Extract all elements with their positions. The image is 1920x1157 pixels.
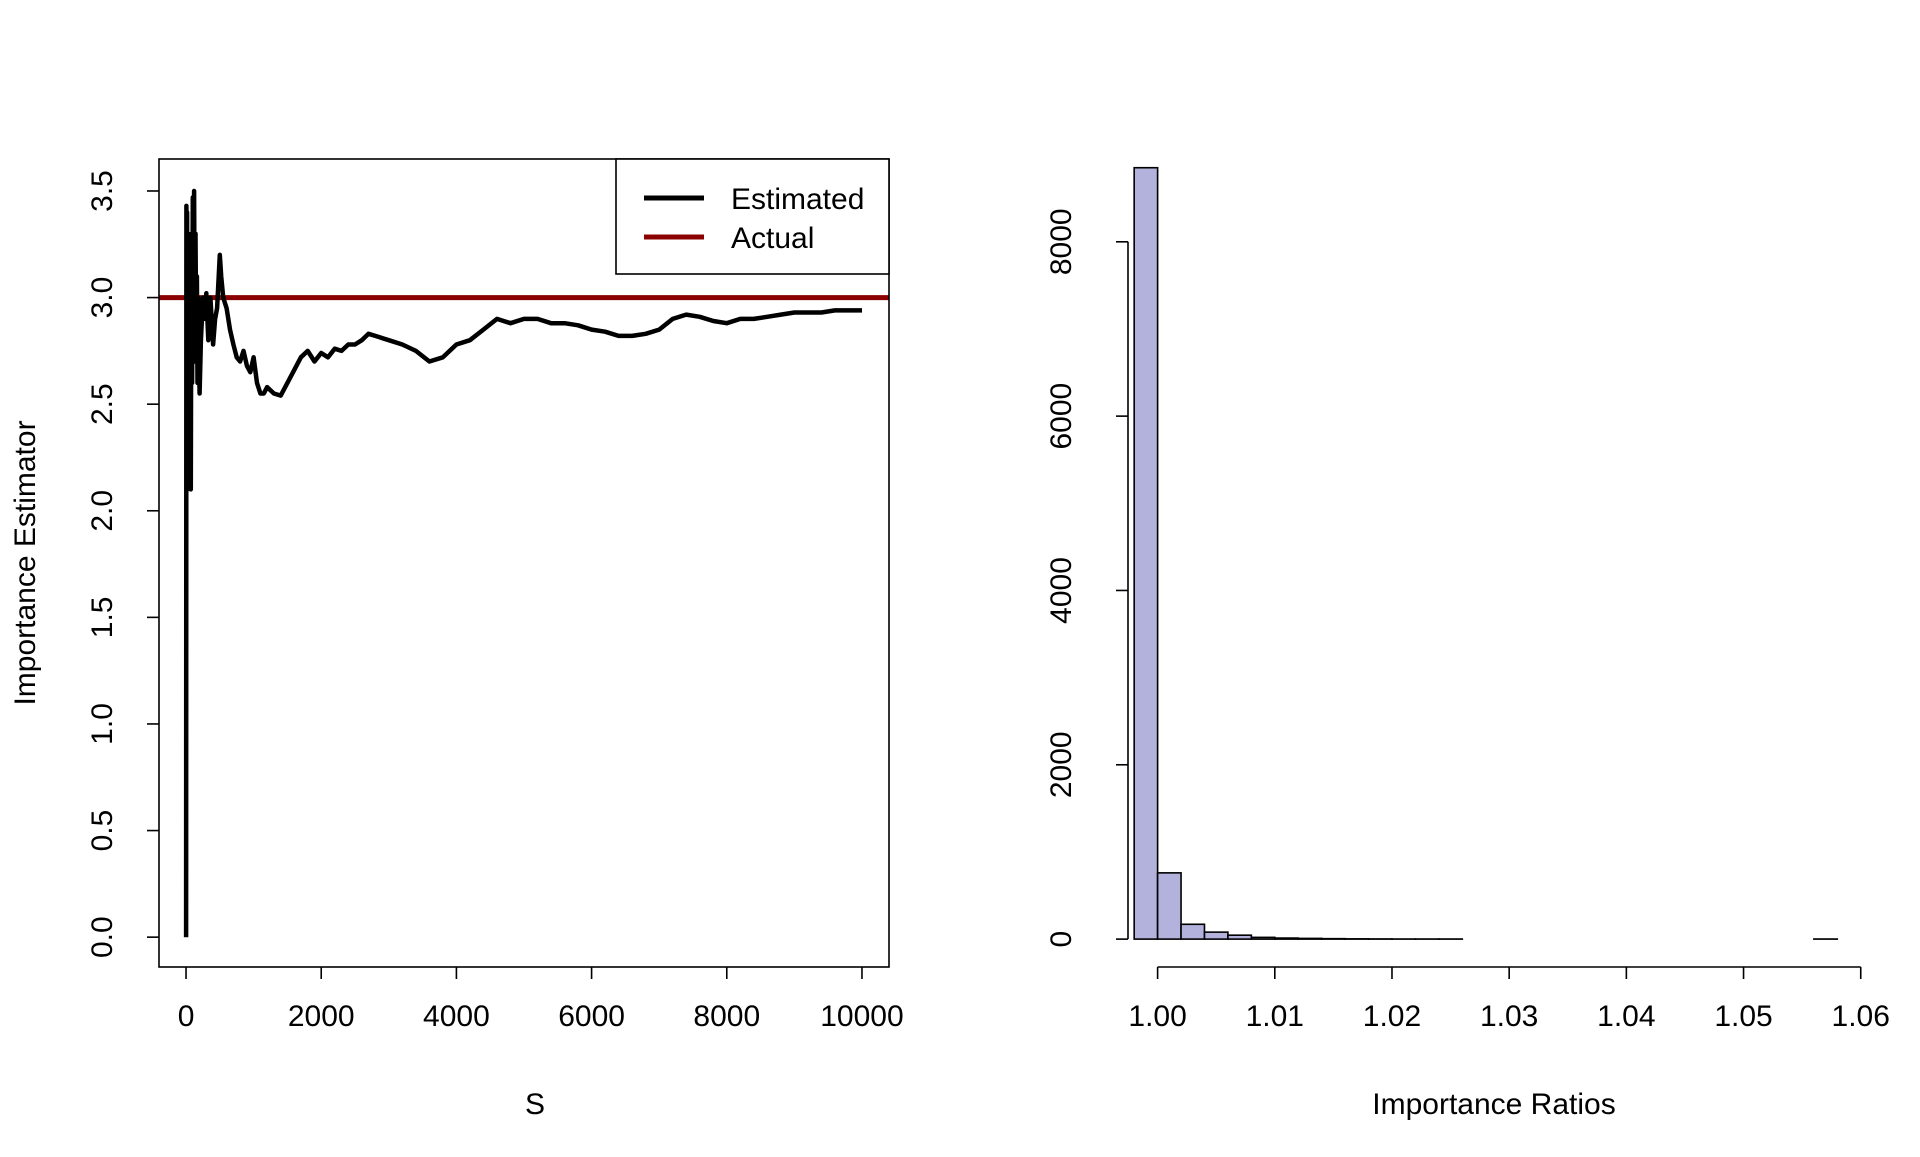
y-tick-label: 4000 [1045, 557, 1078, 624]
histogram-bar [1204, 932, 1227, 939]
y-tick-label: 3.5 [86, 170, 119, 212]
x-tick-label: 1.03 [1480, 1000, 1538, 1033]
y-tick-label: 0.5 [86, 810, 119, 852]
x-axis-label: Importance Ratios [1372, 1088, 1615, 1121]
estimator-line-plot: 0 2000 4000 6000 8000 10000 0.0 0.5 1.0 1.5 2.0 2.5… [9, 159, 904, 1121]
x-tick-label: 1.04 [1597, 1000, 1655, 1033]
x-tick-label: 1.05 [1714, 1000, 1772, 1033]
y-tick-label: 2.5 [86, 383, 119, 425]
y-tick-label: 8000 [1045, 208, 1078, 275]
legend-box [616, 159, 889, 274]
y-tick-label: 6000 [1045, 383, 1078, 450]
legend-label-actual: Actual [731, 222, 814, 255]
plot-frame [159, 159, 889, 967]
y-tick-label: 3.0 [86, 277, 119, 319]
x-tick-label: 8000 [693, 1000, 760, 1033]
x-tick-label: 1.01 [1246, 1000, 1304, 1033]
histogram-bar [1134, 168, 1157, 939]
estimated-line [186, 191, 862, 937]
x-axis-label: S [525, 1088, 545, 1121]
y-tick-label: 0 [1045, 931, 1078, 948]
histogram-bar [1158, 873, 1181, 939]
histogram-bar [1275, 938, 1298, 939]
x-tick-label: 1.00 [1128, 1000, 1186, 1033]
y-tick-label: 2000 [1045, 731, 1078, 798]
x-tick-label: 4000 [423, 1000, 490, 1033]
y-tick-label: 1.5 [86, 597, 119, 639]
histogram-bar [1181, 924, 1204, 939]
legend-label-estimated: Estimated [731, 183, 864, 216]
y-tick-label: 1.0 [86, 703, 119, 745]
importance-ratio-histogram: 1.00 1.01 1.02 1.03 1.04 1.05 1.06 0 2000 4000 600… [1045, 168, 1890, 1121]
y-tick-label: 0.0 [86, 916, 119, 958]
y-tick-label: 2.0 [86, 490, 119, 532]
x-tick-label: 1.06 [1832, 1000, 1890, 1033]
histogram-bar [1298, 938, 1321, 939]
x-tick-label: 0 [178, 1000, 195, 1033]
x-tick-label: 10000 [820, 1000, 903, 1033]
x-tick-label: 1.02 [1363, 1000, 1421, 1033]
y-axis-label: Importance Estimator [9, 420, 42, 705]
histogram-bar [1228, 935, 1251, 939]
legend: Estimated Actual [616, 159, 889, 274]
x-tick-label: 6000 [558, 1000, 625, 1033]
histogram-bar [1251, 937, 1274, 939]
x-tick-label: 2000 [288, 1000, 355, 1033]
